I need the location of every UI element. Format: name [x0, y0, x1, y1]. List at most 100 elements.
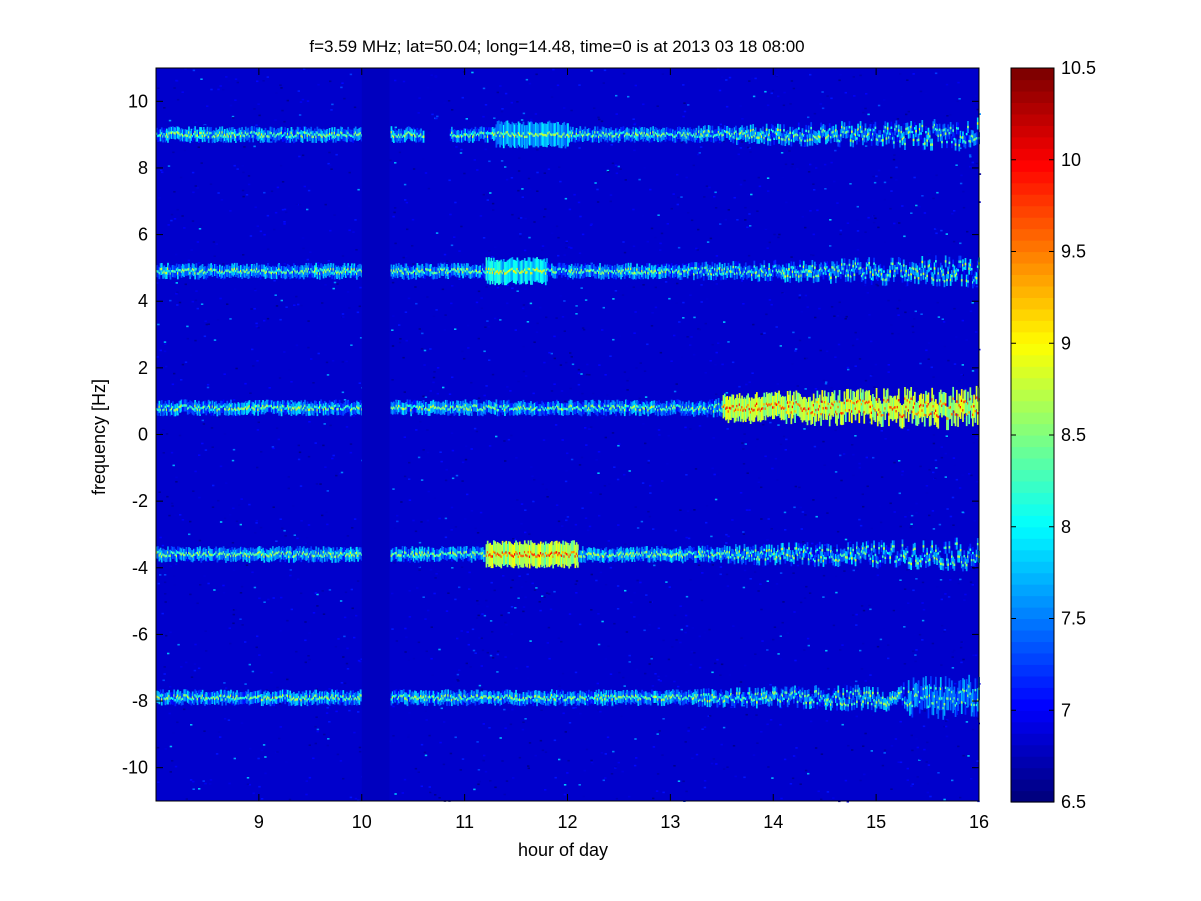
- trace-core: [748, 136, 751, 140]
- trace-core: [960, 136, 963, 139]
- heatmap-cell: [503, 793, 506, 796]
- heatmap-cell: [766, 539, 769, 541]
- heatmap-cell: [273, 279, 276, 282]
- trace-core: [465, 267, 468, 271]
- heatmap-cell: [480, 665, 483, 667]
- heatmap-cell: [919, 90, 923, 93]
- heatmap-cell: [904, 524, 907, 527]
- heatmap-cell: [518, 756, 522, 759]
- trace-core: [520, 134, 522, 138]
- heatmap-cell: [430, 74, 433, 76]
- heatmap-cell: [478, 543, 481, 545]
- trace-core: [205, 133, 208, 136]
- heatmap-cell: [693, 652, 696, 654]
- trace-core: [689, 268, 692, 272]
- trace-core: [612, 135, 615, 138]
- heatmap-cell: [862, 609, 866, 612]
- trace-core: [615, 133, 617, 136]
- heatmap-cell: [774, 457, 778, 460]
- trace-core: [648, 268, 651, 271]
- trace-core: [664, 134, 667, 137]
- heatmap-cell: [961, 364, 964, 366]
- trace-core: [183, 135, 185, 138]
- heatmap-cell: [339, 600, 343, 602]
- heatmap-cell: [725, 105, 729, 108]
- heatmap-cell: [523, 249, 527, 252]
- heatmap-cell: [912, 589, 915, 592]
- heatmap-cell: [834, 471, 838, 473]
- heatmap-cell: [165, 433, 169, 435]
- heatmap-cell: [794, 395, 797, 398]
- trace-core: [274, 270, 277, 273]
- trace-core: [791, 270, 794, 273]
- heatmap-cell: [978, 173, 982, 175]
- trace-core: [593, 269, 595, 272]
- heatmap-cell: [794, 756, 798, 759]
- trace-core: [611, 135, 614, 138]
- heatmap-cell: [637, 414, 640, 416]
- heatmap-cell: [417, 112, 420, 114]
- trace-core: [715, 272, 717, 276]
- heatmap-cell: [575, 305, 578, 307]
- heatmap-cell: [533, 341, 536, 343]
- heatmap-cell: [570, 109, 573, 112]
- trace-core: [180, 270, 183, 273]
- trace-core: [228, 270, 231, 274]
- heatmap-cell: [773, 233, 776, 236]
- trace-core: [216, 134, 219, 138]
- heatmap-cell: [627, 95, 630, 98]
- heatmap-cell: [570, 458, 574, 461]
- heatmap-cell: [650, 227, 654, 230]
- trace-core: [902, 136, 905, 139]
- trace-core: [300, 134, 303, 138]
- heatmap-cell: [585, 444, 588, 446]
- trace-core: [897, 129, 900, 132]
- heatmap-cell: [477, 402, 480, 405]
- heatmap-cell: [244, 382, 247, 385]
- heatmap-cell: [865, 93, 868, 95]
- trace-core: [242, 269, 245, 272]
- heatmap-cell: [202, 423, 206, 425]
- trace-core: [607, 132, 610, 136]
- heatmap-cell: [657, 627, 661, 630]
- heatmap-cell: [196, 241, 200, 243]
- heatmap-cell: [447, 592, 450, 594]
- heatmap-cell: [185, 798, 188, 800]
- trace-core: [622, 268, 625, 272]
- trace-core: [633, 271, 636, 275]
- heatmap-cell: [805, 585, 808, 588]
- heatmap-cell: [746, 472, 749, 474]
- trace-core: [743, 132, 746, 135]
- heatmap-cell: [872, 175, 875, 178]
- trace-core: [830, 276, 832, 279]
- heatmap-cell: [544, 751, 548, 753]
- trace-core: [195, 134, 198, 137]
- heatmap-cell: [836, 202, 839, 204]
- heatmap-cell: [420, 785, 423, 788]
- trace-core: [442, 268, 445, 272]
- heatmap-cell: [864, 145, 868, 147]
- heatmap-cell: [676, 203, 679, 206]
- heatmap-cell: [309, 251, 312, 253]
- trace-core: [680, 134, 683, 137]
- heatmap-cell: [477, 603, 480, 605]
- heatmap-cell: [825, 649, 828, 652]
- heatmap-cell: [303, 68, 306, 70]
- heatmap-cell: [406, 228, 409, 231]
- trace-core: [690, 133, 693, 137]
- trace-core: [720, 273, 722, 276]
- heatmap-cell: [614, 766, 617, 768]
- trace-core: [967, 125, 969, 129]
- trace-core: [928, 135, 931, 138]
- trace-core: [815, 274, 817, 277]
- heatmap-cell: [198, 228, 202, 230]
- heatmap-cell: [357, 659, 361, 662]
- heatmap-cell: [528, 82, 532, 85]
- trace-core: [474, 269, 477, 272]
- heatmap-cell: [507, 438, 511, 441]
- trace-core: [723, 267, 726, 270]
- heatmap-cell: [496, 91, 499, 94]
- trace-core: [515, 271, 517, 274]
- trace-core: [521, 134, 524, 138]
- heatmap-cell: [335, 153, 338, 156]
